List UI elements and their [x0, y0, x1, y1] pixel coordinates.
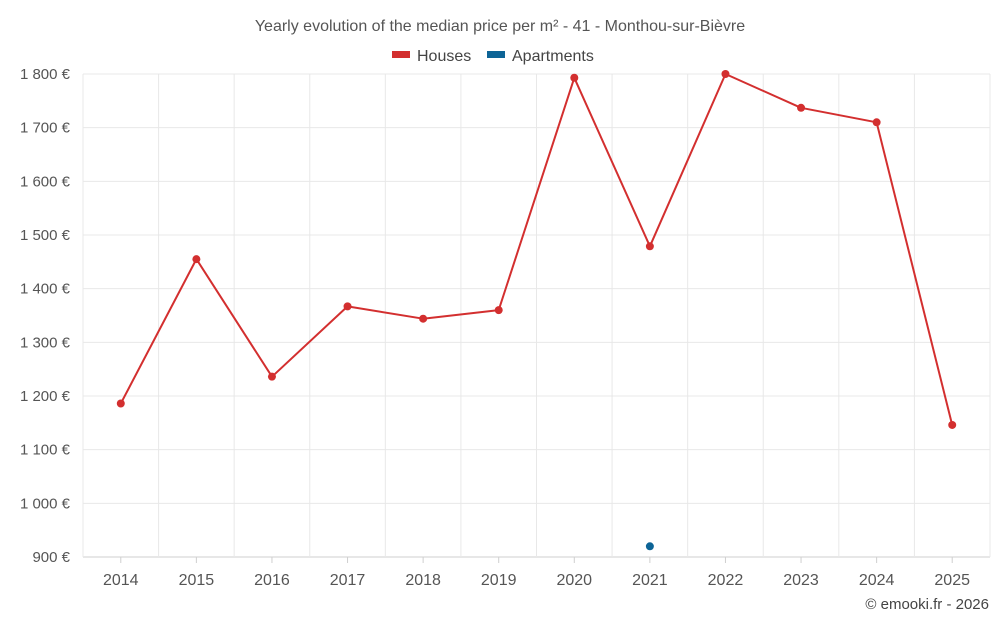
y-tick-label: 1 600 € [20, 173, 71, 190]
x-tick-label: 2025 [934, 572, 970, 589]
legend-label-houses: Houses [417, 48, 471, 65]
y-tick-label: 1 200 € [20, 388, 71, 405]
y-tick-label: 1 500 € [20, 227, 71, 244]
chart-title: Yearly evolution of the median price per… [255, 18, 745, 35]
credit-text: © emooki.fr - 2026 [865, 596, 989, 613]
data-point-houses-2023[interactable] [797, 103, 806, 112]
x-tick-label: 2018 [405, 572, 441, 589]
x-tick-label: 2024 [859, 572, 895, 589]
y-tick-label: 1 400 € [20, 281, 71, 298]
x-tick-label: 2020 [556, 572, 592, 589]
data-point-houses-2017[interactable] [343, 302, 352, 311]
series-line-houses [119, 73, 954, 426]
data-point-houses-2024[interactable] [872, 118, 881, 127]
legend-item-apartments[interactable]: Apartments [487, 48, 594, 65]
series-layer [116, 70, 957, 551]
series-apartments [645, 542, 654, 551]
data-point-houses-2020[interactable] [570, 73, 579, 82]
y-tick-label: 1 800 € [20, 66, 71, 83]
legend-label-apartments: Apartments [512, 48, 594, 65]
x-tick-label: 2016 [254, 572, 290, 589]
data-point-houses-2025[interactable] [948, 420, 957, 429]
legend-swatch-houses [392, 51, 410, 58]
data-point-houses-2018[interactable] [419, 314, 428, 323]
x-tick-label: 2017 [330, 572, 366, 589]
legend-swatch-apartments [487, 51, 505, 58]
legend-item-houses[interactable]: Houses [392, 48, 471, 65]
y-tick-label: 1 300 € [20, 334, 71, 351]
y-tick-label: 1 000 € [20, 495, 71, 512]
x-axis: 2014 2015 2016 2017 2018 2019 2020 2021 2022 2023… [103, 557, 970, 589]
x-tick-label: 2021 [632, 572, 668, 589]
legend: Houses Apartments [392, 48, 594, 65]
x-tick-label: 2019 [481, 572, 517, 589]
data-point-houses-2016[interactable] [267, 372, 276, 381]
y-tick-label: 1 700 € [20, 120, 71, 137]
x-tick-label: 2023 [783, 572, 819, 589]
data-point-houses-2019[interactable] [494, 306, 503, 315]
series-houses [116, 70, 957, 429]
data-point-houses-2021[interactable] [645, 242, 654, 251]
x-tick-label: 2015 [179, 572, 215, 589]
data-point-houses-2014[interactable] [116, 399, 125, 408]
grid-lines [82, 73, 991, 558]
data-point-apartments-2021[interactable] [645, 542, 654, 551]
x-tick-label: 2022 [708, 572, 744, 589]
data-point-houses-2015[interactable] [192, 255, 201, 264]
x-tick-label: 2014 [103, 572, 139, 589]
data-point-houses-2022[interactable] [721, 70, 730, 78]
y-tick-label: 900 € [32, 549, 70, 566]
y-axis: 900 € 1 000 € 1 100 € 1 200 € 1 300 € 1 400 €… [20, 66, 71, 566]
y-tick-label: 1 100 € [20, 442, 71, 459]
